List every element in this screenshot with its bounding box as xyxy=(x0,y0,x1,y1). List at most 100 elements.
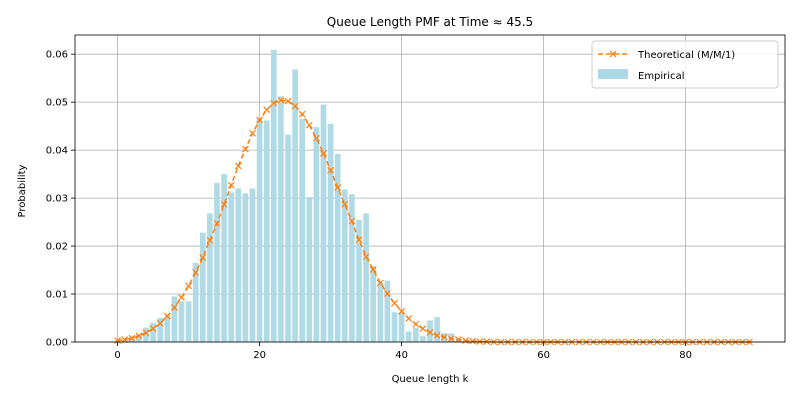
theoretical-point xyxy=(170,304,178,311)
theoretical-point xyxy=(483,338,491,345)
empirical-bar xyxy=(285,134,291,342)
y-tick-label: 0.01 xyxy=(46,290,68,301)
empirical-bar xyxy=(199,232,206,342)
empirical-bar xyxy=(341,189,348,342)
theoretical-point xyxy=(462,337,469,344)
empirical-bar xyxy=(185,301,192,342)
x-tick-label: 60 xyxy=(537,350,550,361)
empirical-bar xyxy=(150,322,156,342)
theoretical-point xyxy=(114,337,122,344)
theoretical-point xyxy=(405,315,413,322)
y-tick-label: 0.03 xyxy=(46,194,68,205)
empirical-bar xyxy=(214,182,220,342)
theoretical-point xyxy=(412,320,420,328)
theoretical-point xyxy=(433,331,441,339)
empirical-bar xyxy=(128,337,135,342)
theoretical-point xyxy=(192,269,200,276)
x-tick-label: 80 xyxy=(679,350,692,361)
empirical-bar xyxy=(448,333,455,342)
x-tick-label: 40 xyxy=(395,350,408,361)
theoretical-point xyxy=(220,200,228,208)
theoretical-point xyxy=(142,329,150,337)
empirical-bar xyxy=(313,127,320,342)
empirical-bar xyxy=(434,317,440,342)
y-tick-label: 0.02 xyxy=(46,242,68,253)
empirical-bar xyxy=(192,262,199,342)
empirical-bar xyxy=(327,123,334,342)
empirical-bar xyxy=(171,296,178,342)
empirical-bar xyxy=(292,69,298,342)
empirical-bar xyxy=(221,174,227,342)
theoretical-point xyxy=(419,325,427,332)
theoretical-point xyxy=(149,325,157,332)
theoretical-point xyxy=(213,220,221,227)
theoretical-point xyxy=(426,328,434,336)
empirical-bars xyxy=(114,49,476,343)
empirical-bar xyxy=(349,194,355,342)
empirical-bar xyxy=(398,312,405,342)
theoretical-point xyxy=(128,334,136,342)
empirical-bar xyxy=(157,318,164,342)
y-tick-label: 0.05 xyxy=(46,98,68,109)
empirical-bar xyxy=(263,120,270,343)
theoretical-point xyxy=(291,102,299,110)
legend-theoretical-label: Theoretical (M/M/1) xyxy=(637,50,735,61)
empirical-bar xyxy=(228,192,235,342)
empirical-bar xyxy=(427,320,433,342)
legend-empirical-label: Empirical xyxy=(638,71,684,82)
theoretical-point xyxy=(362,253,370,261)
theoretical-point xyxy=(256,116,264,124)
theoretical-point xyxy=(163,312,171,320)
theoretical-point xyxy=(369,266,377,273)
empirical-bar xyxy=(384,280,391,342)
theoretical-point xyxy=(249,129,256,137)
empirical-bar xyxy=(334,153,341,342)
theoretical-point xyxy=(327,166,335,174)
theoretical-point xyxy=(312,134,320,142)
theoretical-point xyxy=(135,332,143,340)
theoretical-point xyxy=(277,96,285,104)
theoretical-point xyxy=(355,236,363,244)
empirical-bar xyxy=(412,327,419,342)
theoretical-point xyxy=(376,279,384,287)
theoretical-point xyxy=(391,299,398,307)
theoretical-point xyxy=(341,200,349,208)
empirical-bar xyxy=(306,197,313,342)
empirical-bar xyxy=(256,118,263,342)
empirical-bar xyxy=(299,118,306,342)
y-tick-label: 0.00 xyxy=(46,338,68,349)
theoretical-point xyxy=(320,150,327,157)
theoretical-point xyxy=(206,236,214,244)
empirical-bar xyxy=(121,340,128,342)
theoretical-point xyxy=(469,337,477,345)
theoretical-point xyxy=(270,99,278,107)
empirical-bar xyxy=(377,282,384,342)
empirical-bar xyxy=(249,188,256,342)
empirical-bar xyxy=(356,219,362,342)
empirical-bar xyxy=(207,213,213,342)
empirical-bar xyxy=(143,327,149,342)
theoretical-point xyxy=(178,293,185,301)
theoretical-point xyxy=(185,282,193,290)
legend-theoretical-marker xyxy=(609,50,617,58)
theoretical-point xyxy=(263,106,271,114)
axis-ticks: 0 20 40 60 80 0.00 0.01 0.02 0.03 0.04 0.05 0.06 xyxy=(46,50,692,361)
chart-title: Queue Length PMF at Time ≈ 45.5 xyxy=(327,15,533,29)
empirical-bar xyxy=(370,266,377,342)
grid-lines xyxy=(75,35,785,343)
empirical-bar xyxy=(136,334,142,342)
x-axis-label: Queue length k xyxy=(392,374,469,385)
empirical-bar xyxy=(235,188,242,342)
theoretical-point xyxy=(305,121,313,129)
legend-box xyxy=(591,40,779,89)
x-tick-label: 20 xyxy=(253,350,266,361)
y-tick-label: 0.06 xyxy=(46,50,68,61)
empirical-bar xyxy=(270,49,277,343)
theoretical-point xyxy=(398,307,406,315)
empirical-bar xyxy=(278,96,284,343)
theoretical-point xyxy=(227,181,235,189)
empirical-bar xyxy=(363,213,369,342)
empirical-bar xyxy=(391,312,398,342)
empirical-bar xyxy=(420,336,426,342)
